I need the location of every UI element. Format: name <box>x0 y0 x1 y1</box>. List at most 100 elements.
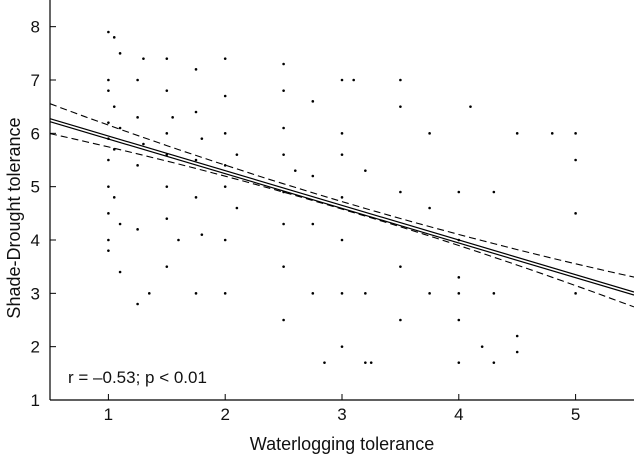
data-point <box>136 164 139 167</box>
data-point <box>165 217 169 220</box>
data-point <box>118 270 122 274</box>
data-point <box>574 292 577 295</box>
x-tick-label: 1 <box>104 405 113 424</box>
data-point <box>457 361 461 364</box>
data-point <box>282 62 285 66</box>
data-point <box>428 132 431 135</box>
data-point <box>136 228 139 231</box>
data-point <box>112 196 116 199</box>
data-point <box>194 68 198 71</box>
data-point <box>177 238 180 242</box>
data-point <box>200 137 204 140</box>
data-point <box>574 212 577 215</box>
data-point <box>480 345 484 348</box>
data-point <box>323 361 326 364</box>
data-point <box>142 142 145 146</box>
data-point <box>118 52 122 55</box>
data-point <box>311 292 315 295</box>
regression-lines <box>49 103 634 308</box>
data-point <box>107 78 110 82</box>
data-point <box>364 361 367 364</box>
data-point <box>399 318 402 322</box>
y-tick-label: 8 <box>31 18 40 37</box>
data-point <box>282 318 285 322</box>
data-point <box>457 276 461 279</box>
data-point <box>428 292 431 295</box>
y-tick-label: 6 <box>31 124 40 143</box>
data-point <box>171 116 174 119</box>
y-tick-label: 7 <box>31 71 40 90</box>
data-point <box>515 132 519 135</box>
data-point <box>515 350 519 354</box>
data-point <box>399 190 402 194</box>
data-point <box>107 185 110 188</box>
data-point <box>147 292 151 295</box>
data-point <box>223 94 227 98</box>
data-point <box>112 36 116 39</box>
data-point <box>118 126 122 130</box>
data-points <box>107 30 577 364</box>
confidence-band-upper <box>49 103 634 278</box>
correlation-annotation: r = –0.53; p < 0.01 <box>68 368 207 387</box>
data-point <box>340 345 344 348</box>
data-point <box>223 57 227 60</box>
data-point <box>194 292 198 295</box>
plot-axes <box>49 0 634 401</box>
data-point <box>200 233 204 236</box>
data-point <box>550 132 554 135</box>
data-point <box>492 361 496 364</box>
data-point <box>223 185 227 188</box>
data-point <box>136 78 139 82</box>
data-point <box>223 132 227 135</box>
data-point <box>223 238 227 242</box>
data-point <box>364 169 367 172</box>
confidence-band-lower <box>49 133 634 308</box>
x-tick-label: 5 <box>571 405 580 424</box>
data-point <box>457 292 461 295</box>
data-point <box>282 126 285 130</box>
data-point <box>235 153 239 156</box>
regression-line <box>49 118 634 293</box>
y-axis-title: Shade-Drought tolerance <box>4 117 24 318</box>
data-point <box>136 116 139 119</box>
data-point <box>282 89 285 92</box>
data-point <box>142 57 145 60</box>
data-point <box>399 105 402 108</box>
x-tick-label: 2 <box>220 405 229 424</box>
data-point <box>311 100 315 103</box>
data-point <box>107 121 110 124</box>
y-tick-label: 1 <box>31 391 40 410</box>
y-tick-label: 2 <box>31 338 40 357</box>
data-point <box>165 265 169 268</box>
data-point <box>340 196 344 199</box>
data-point <box>457 190 461 194</box>
data-point <box>165 132 169 135</box>
data-point <box>165 57 169 60</box>
data-point <box>107 249 110 252</box>
data-point <box>492 292 496 295</box>
data-point <box>399 265 402 268</box>
data-point <box>428 206 431 210</box>
data-point <box>107 30 110 34</box>
data-point <box>223 292 227 295</box>
data-point <box>574 158 577 162</box>
data-point <box>107 212 110 215</box>
data-point <box>352 78 355 82</box>
data-point <box>165 185 169 188</box>
data-point <box>282 153 285 156</box>
data-point <box>165 89 169 92</box>
data-point <box>515 334 519 338</box>
data-point <box>369 361 373 364</box>
data-point <box>340 292 344 295</box>
regression-line-second <box>49 121 634 296</box>
y-tick-label: 5 <box>31 178 40 197</box>
data-point <box>364 292 367 295</box>
data-point <box>457 318 461 322</box>
data-point <box>235 206 239 210</box>
y-tick-label: 4 <box>31 231 40 250</box>
data-point <box>311 222 315 226</box>
data-point <box>340 153 344 156</box>
x-tick-label: 4 <box>454 405 463 424</box>
data-point <box>194 196 198 199</box>
